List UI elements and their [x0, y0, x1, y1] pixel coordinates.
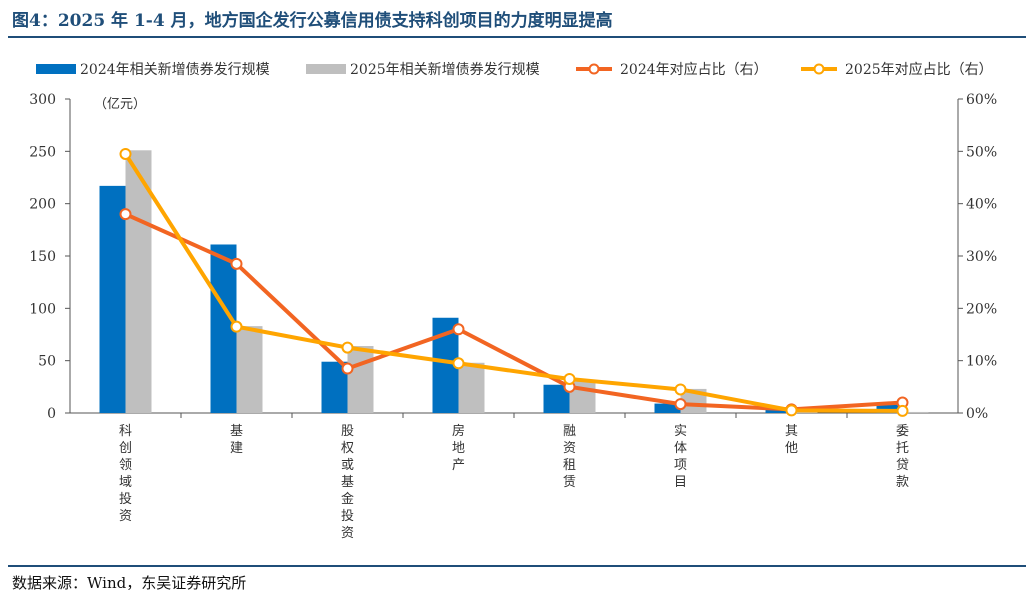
point-2025-share	[452, 357, 465, 370]
legend-marker	[588, 63, 600, 75]
legend-marker	[813, 63, 825, 75]
bar-2024	[765, 409, 792, 413]
bar-2024	[654, 403, 681, 413]
point-2025-share	[230, 320, 243, 333]
legend-swatch	[36, 64, 76, 74]
point-2024-share	[674, 398, 687, 411]
x-tick-label: 科创领域投资	[119, 424, 132, 524]
line-2025-share	[123, 152, 903, 413]
point-2025-share	[896, 404, 909, 417]
point-2024-share	[119, 208, 132, 221]
figure-title: 图4：2025 年 1-4 月，地方国企发行公募信用债支持科创项目的力度明显提高	[12, 11, 613, 31]
y-left-tick-label: 300	[29, 92, 56, 108]
point-2025-share	[563, 372, 576, 385]
source-note: 数据来源：Wind，东吴证券研究所	[12, 574, 247, 592]
x-tick-label: 融资租赁	[563, 424, 576, 490]
bar-2025	[347, 346, 374, 413]
point-2024-share	[230, 257, 243, 270]
y-left-tick-label: 200	[29, 197, 56, 213]
point-2024-share	[341, 362, 354, 375]
x-tick-label: 实体项目	[674, 424, 687, 490]
y-right-tick-label: 10%	[966, 354, 997, 370]
bar-2024	[99, 185, 126, 413]
y-left-tick-label: 50	[38, 354, 56, 370]
y-right-tick-label: 40%	[966, 197, 997, 213]
bar-2025	[125, 150, 152, 413]
y-right-tick-label: 0%	[966, 406, 988, 422]
point-2025-share	[785, 404, 798, 417]
y-left-tick-label: 250	[29, 144, 56, 160]
y-left-tick-label: 150	[29, 249, 56, 265]
x-tick-label: 委托贷款	[896, 424, 909, 490]
y-right-tick-label: 20%	[966, 301, 997, 317]
point-2025-share	[119, 147, 132, 160]
x-tick-label: 其他	[785, 424, 798, 456]
point-2025-share	[674, 383, 687, 396]
x-tick-label: 股权或基金投资	[341, 424, 354, 541]
bar-2025	[458, 362, 485, 413]
bar-2024	[876, 404, 903, 413]
title-rule	[8, 36, 1026, 38]
bar-2025	[902, 411, 929, 413]
legend-label: 2024年对应占比（右）	[620, 61, 768, 78]
y-left-unit-label: （亿元）	[94, 97, 146, 112]
legend-swatch	[306, 64, 346, 74]
y-left-tick-label: 0	[47, 406, 56, 422]
y-right-tick-label: 60%	[966, 92, 997, 108]
point-2024-share	[452, 323, 465, 336]
source-rule	[8, 565, 1026, 567]
x-tick-label: 基建	[230, 424, 243, 456]
legend-label: 2024年相关新增债券发行规模	[80, 62, 270, 78]
point-2025-share	[341, 341, 354, 354]
bar-2025	[236, 326, 263, 413]
y-right-tick-label: 30%	[966, 249, 997, 265]
legend-label: 2025年对应占比（右）	[845, 61, 993, 78]
y-right-tick-label: 50%	[966, 144, 997, 160]
y-left-tick-label: 100	[29, 301, 56, 317]
x-tick-label: 房地产	[452, 423, 465, 473]
legend-label: 2025年相关新增债券发行规模	[350, 62, 540, 78]
